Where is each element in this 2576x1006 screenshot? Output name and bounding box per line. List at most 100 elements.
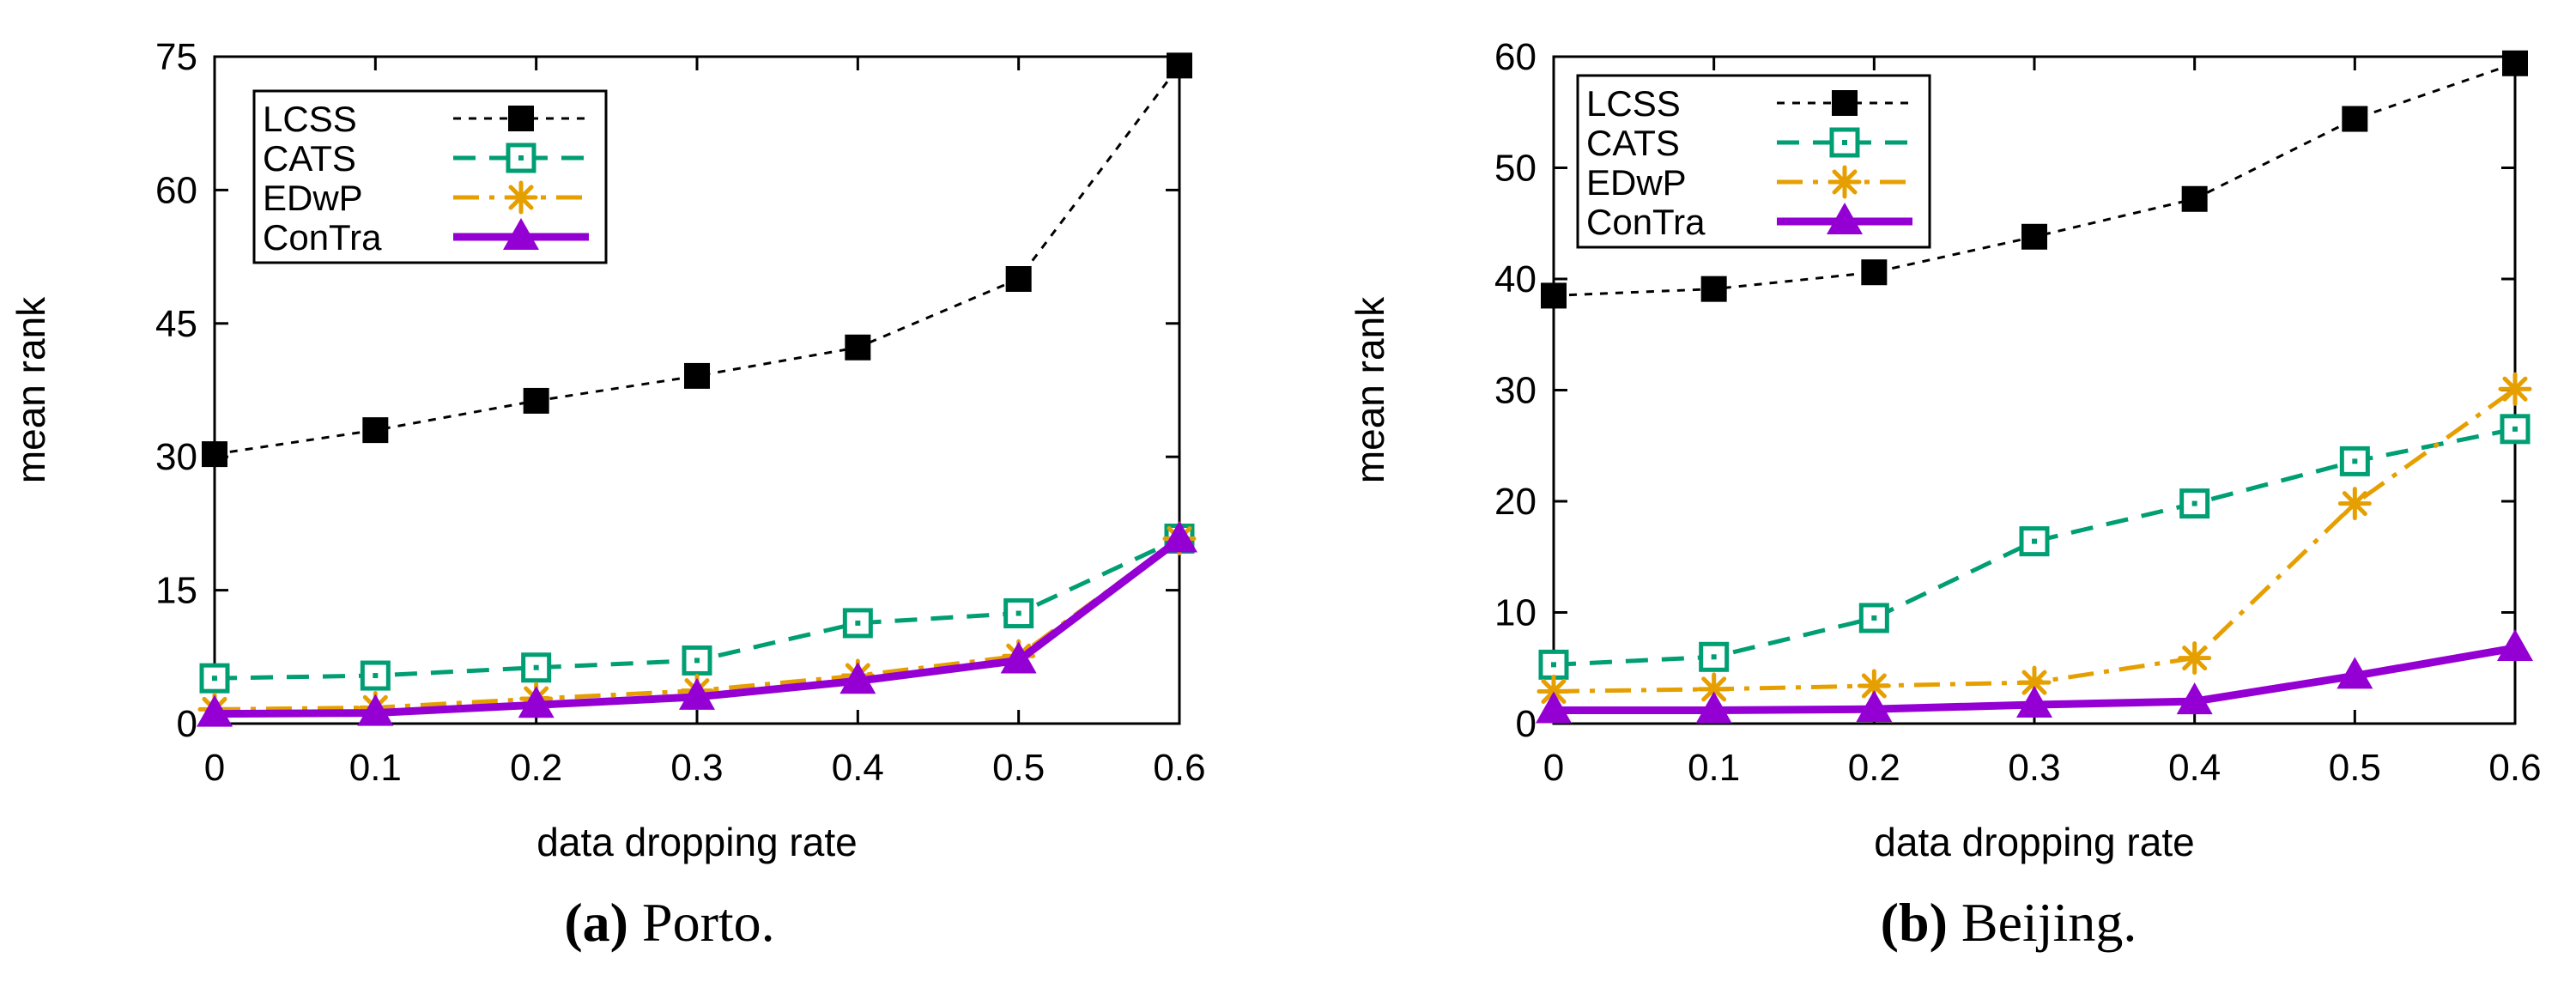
x-tick-label: 0.4 — [832, 747, 884, 789]
data-point — [357, 694, 394, 726]
legend-marker — [503, 218, 539, 250]
data-point — [1861, 259, 1888, 286]
series-edwp — [1537, 372, 2532, 708]
x-tick-label: 0.6 — [2488, 747, 2541, 789]
series-contra — [1536, 628, 2533, 724]
data-point — [523, 387, 549, 414]
data-point — [2337, 487, 2372, 521]
data-point — [2502, 50, 2528, 76]
x-axis-label: data dropping rate — [536, 820, 857, 864]
legend-marker — [1827, 165, 1862, 199]
y-tick-label: 45 — [155, 303, 197, 345]
data-point — [2500, 414, 2531, 445]
y-tick-label: 30 — [155, 436, 197, 478]
legend-item-contra: ConTra — [263, 217, 589, 258]
data-point — [684, 362, 710, 389]
data-point — [1700, 276, 1727, 302]
legend-label: EDwP — [1586, 162, 1687, 203]
marker-dot — [373, 673, 379, 679]
data-point — [1699, 641, 1730, 672]
marker-dot — [212, 676, 217, 682]
legend-label: ConTra — [263, 217, 382, 258]
data-point — [2017, 665, 2052, 700]
marker-dot — [1015, 610, 1021, 616]
marker-dot — [518, 155, 524, 161]
y-axis-label: mean rank — [1348, 296, 1392, 483]
legend-label: ConTra — [1586, 202, 1706, 242]
marker-outline — [2019, 526, 2050, 557]
data-point — [521, 652, 552, 683]
y-tick-label: 0 — [1516, 703, 1537, 745]
data-point — [1167, 52, 1192, 79]
marker-dot — [1551, 662, 1556, 668]
series-cats — [1538, 414, 2531, 680]
y-tick-label: 50 — [1494, 148, 1537, 190]
data-point — [362, 417, 389, 444]
data-point — [1858, 603, 1889, 633]
legend-item-edwp: EDwP — [263, 178, 589, 218]
data-point — [1537, 674, 1571, 708]
legend-marker — [508, 106, 534, 131]
data-point — [360, 660, 391, 691]
data-point — [2342, 106, 2368, 132]
x-tick-label: 0.3 — [2008, 747, 2060, 789]
y-tick-label: 60 — [1494, 36, 1537, 78]
marker-dot — [1871, 615, 1877, 621]
data-point — [2016, 685, 2052, 718]
caption-beijing: (b) Beijing. — [1881, 891, 2137, 954]
x-tick-label: 0.5 — [992, 747, 1045, 789]
legend-marker — [1832, 90, 1858, 116]
data-point — [1536, 691, 1572, 724]
legend-label: LCSS — [1586, 83, 1681, 124]
legend-marker — [506, 142, 536, 173]
x-tick-label: 0 — [1543, 747, 1564, 789]
x-tick-label: 0.2 — [1848, 747, 1900, 789]
marker-outline — [506, 142, 536, 173]
data-point — [197, 694, 233, 727]
legend-label: LCSS — [263, 99, 357, 139]
caption-label: (a) — [564, 892, 628, 953]
marker-dot — [2512, 426, 2518, 432]
legend-label: CATS — [263, 138, 356, 179]
marker-outline — [360, 660, 391, 691]
data-point — [679, 677, 715, 710]
data-point — [2497, 628, 2533, 661]
x-tick-label: 0.5 — [2329, 747, 2381, 789]
series-contra — [197, 520, 1197, 727]
y-tick-label: 40 — [1494, 258, 1537, 300]
data-point — [2181, 185, 2208, 212]
marker-dot — [1711, 654, 1717, 660]
data-point — [839, 662, 876, 694]
legend-item-lcss: LCSS — [1586, 83, 1912, 124]
legend-item-cats: CATS — [263, 138, 589, 179]
legend-marker — [1827, 203, 1863, 234]
legend-item-lcss: LCSS — [263, 99, 589, 139]
x-tick-label: 0.3 — [670, 747, 723, 789]
caption-label: (b) — [1880, 892, 1948, 953]
data-point — [1005, 266, 1032, 292]
y-tick-label: 0 — [177, 703, 197, 745]
data-point — [845, 334, 871, 361]
marker-dot — [533, 664, 539, 670]
data-point — [1695, 691, 1732, 724]
chart-beijing: 0 10 20 30 40 50 60 0 0.1 0.2 0.3 0.4 0.5 0.6 data dro… — [1348, 36, 2542, 864]
legend-marker — [504, 180, 538, 215]
data-point — [2498, 372, 2532, 406]
caption-text: Beijing. — [1961, 892, 2137, 953]
marker-dot — [694, 658, 700, 664]
y-tick-label: 60 — [155, 169, 197, 211]
data-point — [2339, 445, 2370, 476]
data-point — [1538, 649, 1569, 680]
series-lcss — [1541, 50, 2528, 309]
data-point — [1857, 669, 1891, 703]
data-point — [2337, 657, 2373, 689]
data-point — [682, 645, 712, 676]
data-point — [1161, 520, 1197, 553]
x-tick-label: 0.1 — [349, 747, 402, 789]
y-tick-label: 15 — [155, 570, 197, 612]
marker-dot — [855, 620, 861, 626]
legend-item-contra: ConTra — [1586, 202, 1912, 242]
legend-item-cats: CATS — [1586, 123, 1912, 163]
marker-dot — [2191, 500, 2197, 506]
